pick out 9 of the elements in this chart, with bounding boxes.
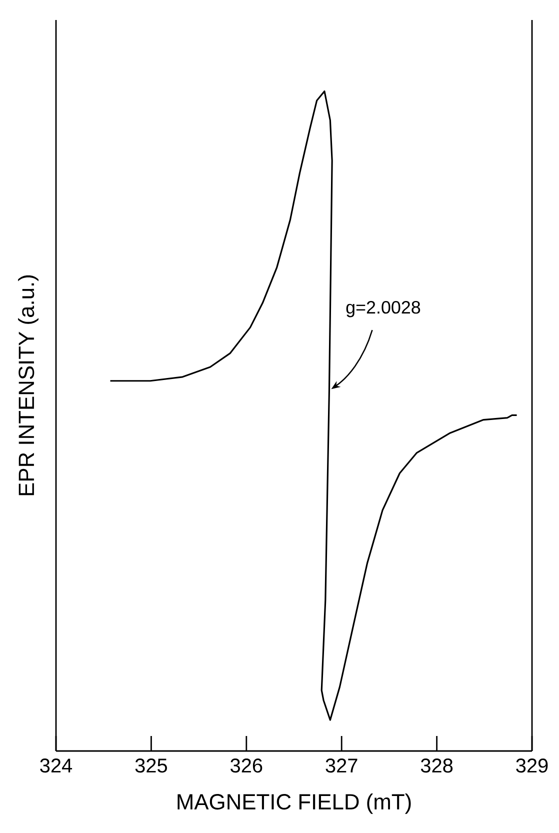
x-axis-title: MAGNETIC FIELD (mT) bbox=[178, 793, 411, 814]
x-tick-label: 327 bbox=[326, 758, 358, 773]
x-tick-label: 325 bbox=[135, 758, 167, 773]
x-tick-label: 324 bbox=[40, 758, 72, 773]
y-axis-title: EPR INTENSITY (a.u.) bbox=[18, 275, 38, 496]
x-tick-label: 326 bbox=[230, 758, 262, 773]
x-tick-label: 328 bbox=[420, 758, 453, 773]
annotation: g=2.0028 bbox=[346, 300, 420, 318]
x-tick-label: 329 bbox=[516, 758, 548, 773]
